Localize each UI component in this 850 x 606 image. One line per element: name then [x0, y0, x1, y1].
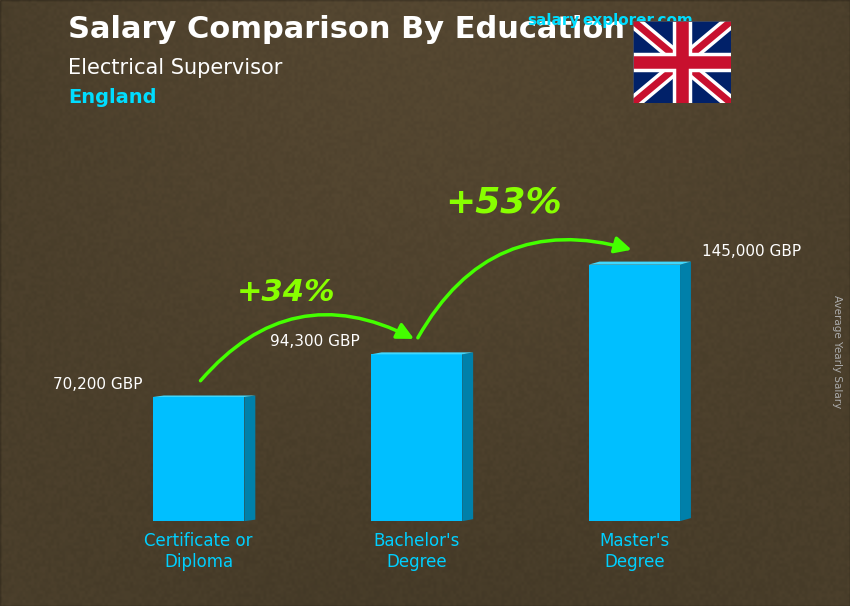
Bar: [371, 355, 462, 521]
Text: 145,000 GBP: 145,000 GBP: [702, 244, 801, 259]
Polygon shape: [371, 352, 473, 355]
Text: Electrical Supervisor: Electrical Supervisor: [68, 58, 282, 78]
Text: Average Yearly Salary: Average Yearly Salary: [832, 295, 842, 408]
Text: +34%: +34%: [236, 278, 335, 307]
Text: explorer.com: explorer.com: [582, 13, 693, 28]
Text: +53%: +53%: [445, 186, 562, 220]
Polygon shape: [588, 262, 691, 265]
Text: salary: salary: [527, 13, 580, 28]
Text: 94,300 GBP: 94,300 GBP: [270, 334, 360, 349]
Text: Salary Comparison By Education: Salary Comparison By Education: [68, 15, 625, 44]
Polygon shape: [462, 352, 473, 521]
Polygon shape: [680, 262, 691, 521]
Bar: [153, 397, 245, 521]
Polygon shape: [153, 396, 255, 397]
Text: England: England: [68, 88, 156, 107]
Text: 70,200 GBP: 70,200 GBP: [53, 377, 142, 391]
Polygon shape: [245, 396, 255, 521]
Bar: [588, 265, 680, 521]
